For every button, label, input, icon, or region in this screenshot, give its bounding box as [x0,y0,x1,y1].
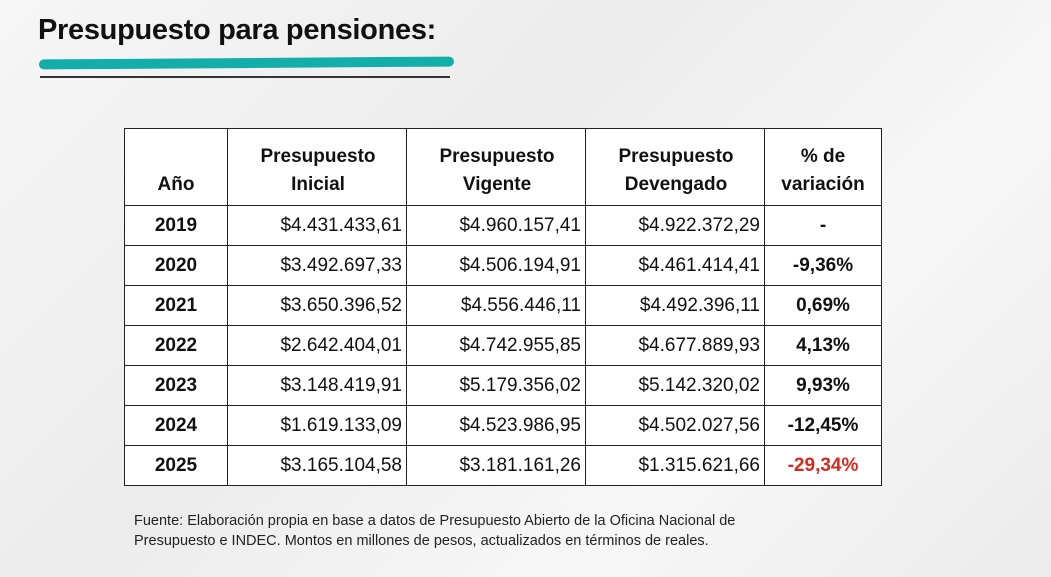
accrued-budget-cell: $4.677.889,93 [585,325,765,366]
table-row: 2019 $4.431.433,61 $4.960.157,41 $4.922.372… [124,205,882,246]
divider [40,76,450,78]
initial-budget-cell: $3.148.419,91 [227,365,407,406]
table-row: 2021 $3.650.396,52 $4.556.446,11 $4.492.396… [124,285,882,326]
accrued-budget-cell: $4.502.027,56 [585,405,765,446]
variation-cell: - [764,205,882,246]
year-cell: 2024 [124,405,228,446]
current-budget-cell: $4.523.986,95 [406,405,586,446]
accrued-budget-cell: $1.315.621,66 [585,445,765,486]
variation-cell: -12,45% [764,405,882,446]
page-title: Presupuesto para pensiones: [38,14,437,46]
current-budget-cell: $4.960.157,41 [406,205,586,246]
variation-cell: 9,93% [764,365,882,406]
accrued-budget-cell: $4.922.372,29 [585,205,765,246]
accrued-budget-cell: $4.492.396,11 [585,285,765,326]
variation-cell: 0,69% [764,285,882,326]
table-header-row: Año Presupuesto Inicial Presupuesto Vigente P… [124,128,882,206]
variation-cell: -29,34% [764,445,882,486]
column-header: Presupuesto Inicial [227,128,407,206]
column-header: Presupuesto Vigente [406,128,586,206]
table-row: 2023 $3.148.419,91 $5.179.356,02 $5.142.320… [124,365,882,406]
table-row: 2024 $1.619.133,09 $4.523.986,95 $4.502.027… [124,405,882,446]
year-cell: 2023 [124,365,228,406]
accrued-budget-cell: $5.142.320,02 [585,365,765,406]
column-header: % de variación [764,128,882,206]
current-budget-cell: $3.181.161,26 [406,445,586,486]
year-cell: 2019 [124,205,228,246]
table-row: 2022 $2.642.404,01 $4.742.955,85 $4.677.889… [124,325,882,366]
current-budget-cell: $4.556.446,11 [406,285,586,326]
accrued-budget-cell: $4.461.414,41 [585,245,765,286]
initial-budget-cell: $3.650.396,52 [227,285,407,326]
year-cell: 2020 [124,245,228,286]
column-header: Año [124,128,228,206]
pension-budget-table: Año Presupuesto Inicial Presupuesto Vigente P… [124,128,882,486]
initial-budget-cell: $4.431.433,61 [227,205,407,246]
variation-cell: -9,36% [764,245,882,286]
initial-budget-cell: $3.165.104,58 [227,445,407,486]
table-row: 2020 $3.492.697,33 $4.506.194,91 $4.461.414… [124,245,882,286]
year-cell: 2021 [124,285,228,326]
initial-budget-cell: $2.642.404,01 [227,325,407,366]
variation-cell: 4,13% [764,325,882,366]
current-budget-cell: $4.506.194,91 [406,245,586,286]
column-header: Presupuesto Devengado [585,128,765,206]
source-note-line: Fuente: Elaboración propia en base a dat… [134,513,736,529]
source-note: Fuente: Elaboración propia en base a dat… [134,511,735,551]
initial-budget-cell: $3.492.697,33 [227,245,407,286]
current-budget-cell: $4.742.955,85 [406,325,586,366]
current-budget-cell: $5.179.356,02 [406,365,586,406]
source-note-line: Presupuesto e INDEC. Montos en millones … [134,533,709,549]
year-cell: 2022 [124,325,228,366]
table-row: 2025 $3.165.104,58 $3.181.161,26 $1.315.621… [124,445,882,486]
initial-budget-cell: $1.619.133,09 [227,405,407,446]
year-cell: 2025 [124,445,228,486]
